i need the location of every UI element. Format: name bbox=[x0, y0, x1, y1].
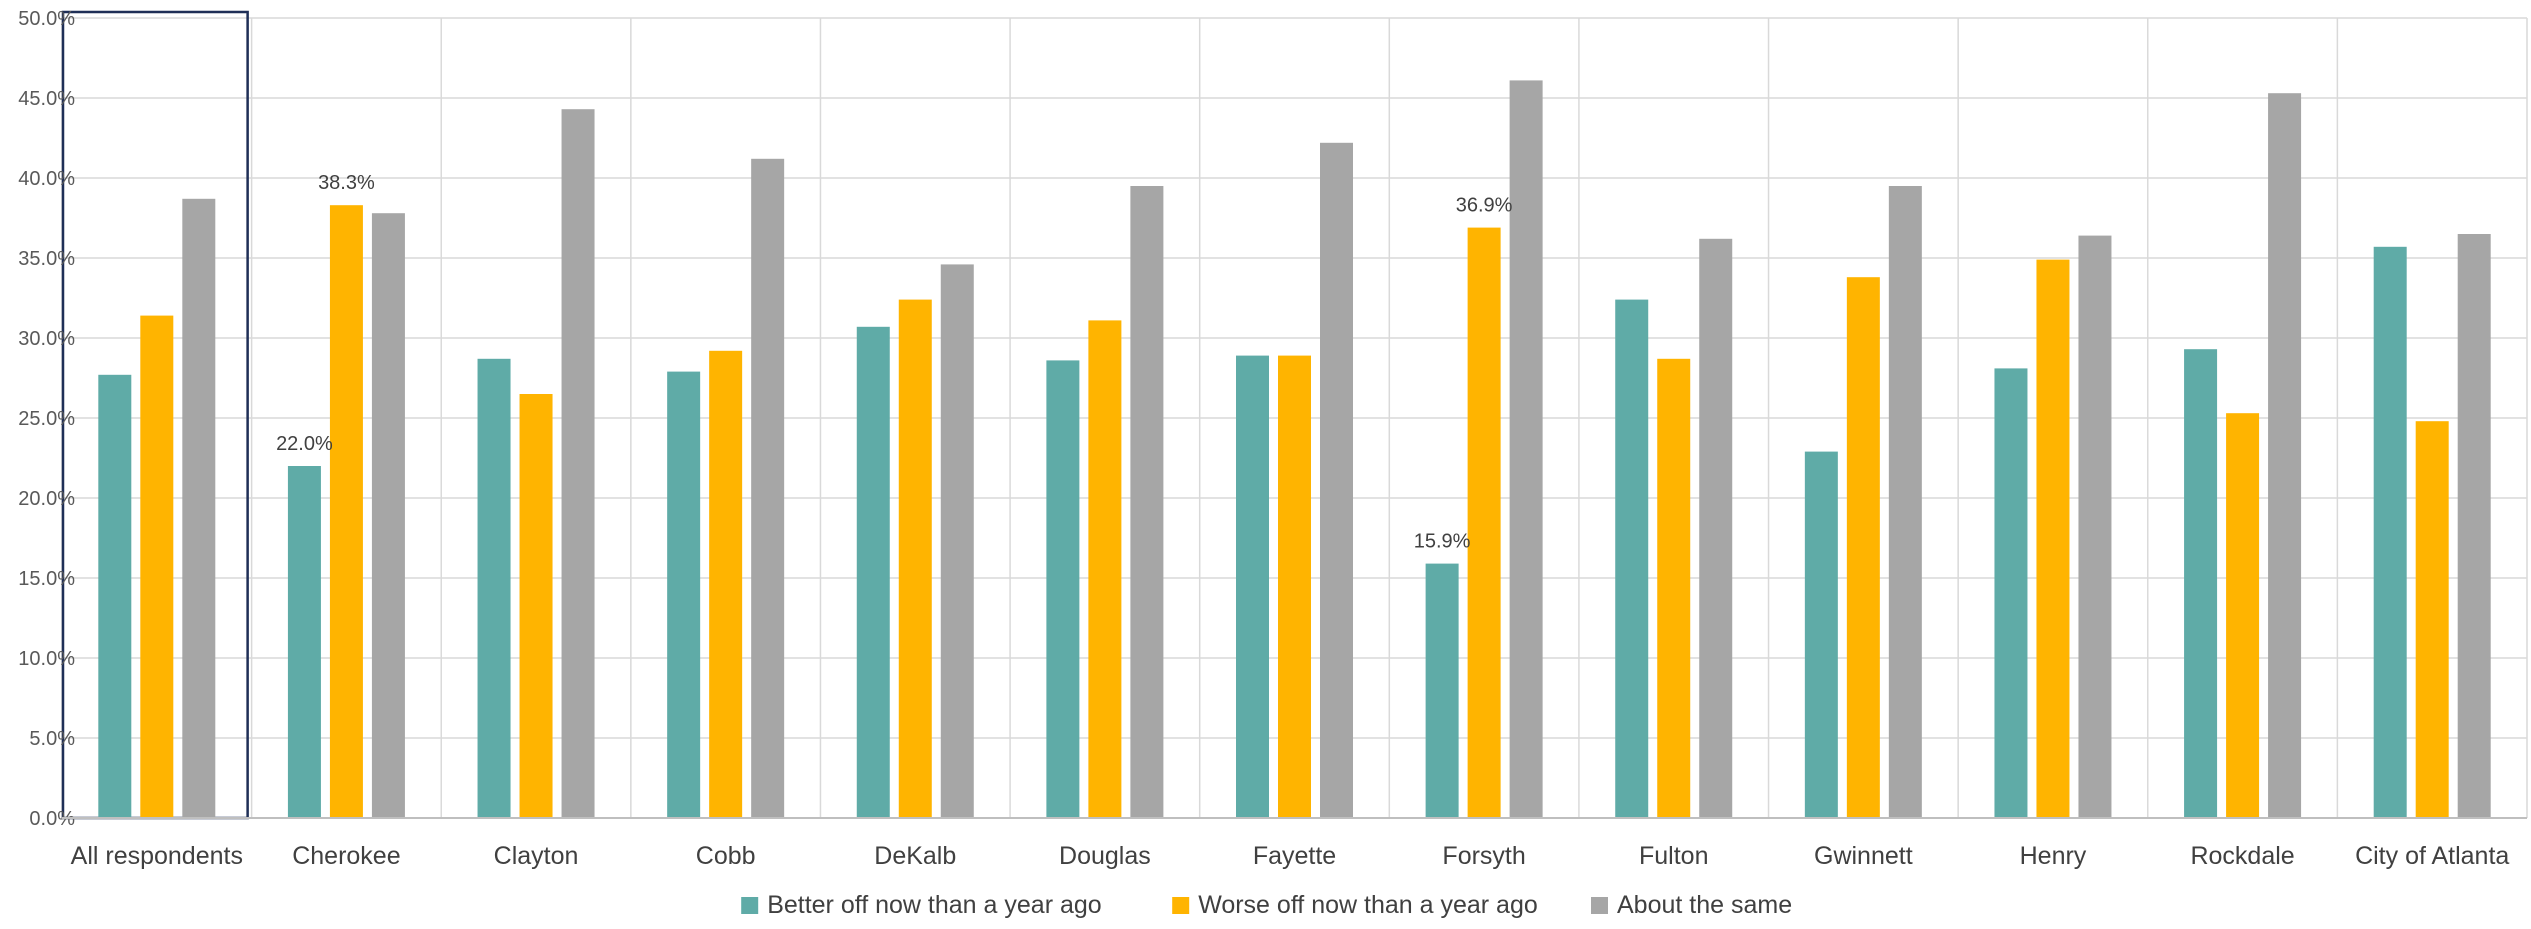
bar-clayton-better-off-now-than-a-year-ago bbox=[477, 358, 511, 818]
x-tick-label-fulton: Fulton bbox=[1639, 842, 1708, 870]
y-tick-label: 50.0% bbox=[18, 8, 75, 30]
x-tick-label-fayette: Fayette bbox=[1253, 842, 1336, 870]
bar-gwinnett-better-off-now-than-a-year-ago bbox=[1804, 451, 1838, 818]
bar-city-of-atlanta-worse-off-now-than-a-year-ago bbox=[2415, 421, 2449, 818]
legend-label-worse-off-now-than-a-year-ago: Worse off now than a year ago bbox=[1198, 891, 1538, 919]
bar-dekalb-worse-off-now-than-a-year-ago bbox=[898, 299, 932, 819]
x-tick-label-cherokee: Cherokee bbox=[292, 842, 400, 870]
x-tick-label-henry: Henry bbox=[2020, 842, 2087, 870]
bar-cobb-worse-off-now-than-a-year-ago bbox=[709, 350, 743, 818]
bar-forsyth-worse-off-now-than-a-year-ago bbox=[1467, 227, 1501, 819]
y-tick-label: 5.0% bbox=[29, 728, 75, 750]
y-tick-label: 40.0% bbox=[18, 168, 75, 190]
bar-all-respondents-better-off-now-than-a-year-ago bbox=[98, 374, 132, 818]
bar-cherokee-about-the-same bbox=[371, 213, 405, 818]
axes: 0.0% 5.0% 10.0% 15.0% 20.0% 25.0% 30.0% 35.0% 40… bbox=[18, 8, 2527, 870]
bar-all-respondents-about-the-same bbox=[182, 198, 216, 819]
y-tick-label: 15.0% bbox=[18, 568, 75, 590]
bar-city-of-atlanta-about-the-same bbox=[2457, 234, 2491, 818]
y-tick-label: 10.0% bbox=[18, 648, 75, 670]
bar-douglas-worse-off-now-than-a-year-ago bbox=[1088, 320, 1122, 818]
bar-fayette-worse-off-now-than-a-year-ago bbox=[1278, 355, 1311, 818]
bar-forsyth-better-off-now-than-a-year-ago bbox=[1425, 563, 1459, 818]
legend-swatch-better-off-now-than-a-year-ago bbox=[741, 897, 759, 914]
y-tick-label: 30.0% bbox=[18, 328, 75, 350]
bar-forsyth-about-the-same bbox=[1509, 80, 1543, 818]
x-tick-label-clayton: Clayton bbox=[494, 842, 579, 870]
x-tick-label-dekalb: DeKalb bbox=[874, 842, 956, 870]
bar-all-respondents-worse-off-now-than-a-year-ago bbox=[140, 315, 174, 818]
bar-cherokee-better-off-now-than-a-year-ago bbox=[287, 466, 321, 818]
legend-label-better-off-now-than-a-year-ago: Better off now than a year ago bbox=[767, 891, 1101, 919]
y-tick-label: 20.0% bbox=[18, 488, 75, 510]
bar-henry-worse-off-now-than-a-year-ago bbox=[2036, 259, 2070, 819]
legend-label-about-the-same: About the same bbox=[1617, 891, 1792, 919]
bar-henry-about-the-same bbox=[2078, 235, 2112, 819]
bar-gwinnett-about-the-same bbox=[1888, 186, 1922, 818]
bar-cherokee-worse-off-now-than-a-year-ago bbox=[329, 205, 363, 818]
bar-douglas-about-the-same bbox=[1130, 186, 1164, 818]
bar-fulton-better-off-now-than-a-year-ago bbox=[1615, 299, 1649, 819]
data-labels: 22.0% 38.3% 15.9% 36.9% bbox=[276, 172, 1513, 552]
x-tick-label-douglas: Douglas bbox=[1059, 842, 1151, 870]
x-tick-label-gwinnett: Gwinnett bbox=[1814, 842, 1913, 870]
bar-cobb-better-off-now-than-a-year-ago bbox=[667, 371, 701, 818]
bar-rockdale-about-the-same bbox=[2268, 93, 2302, 818]
bar-dekalb-about-the-same bbox=[940, 264, 974, 818]
legend: Better off now than a year ago Worse off … bbox=[741, 891, 1792, 919]
bars bbox=[98, 80, 2491, 819]
y-tick-label: 0.0% bbox=[29, 808, 75, 830]
bar-fayette-better-off-now-than-a-year-ago bbox=[1236, 355, 1269, 818]
bar-clayton-worse-off-now-than-a-year-ago bbox=[519, 394, 553, 818]
y-tick-label: 35.0% bbox=[18, 248, 75, 270]
x-tick-label-cobb: Cobb bbox=[696, 842, 756, 870]
x-tick-label-rockdale: Rockdale bbox=[2190, 842, 2294, 870]
y-tick-label: 25.0% bbox=[18, 408, 75, 430]
data-label: 38.3% bbox=[318, 172, 375, 194]
bar-rockdale-worse-off-now-than-a-year-ago bbox=[2226, 413, 2260, 818]
x-tick-label-all-respondents: All respondents bbox=[71, 842, 243, 870]
legend-swatch-worse-off-now-than-a-year-ago bbox=[1172, 897, 1190, 914]
bar-gwinnett-worse-off-now-than-a-year-ago bbox=[1846, 277, 1880, 818]
legend-swatch-about-the-same bbox=[1591, 897, 1608, 914]
bar-city-of-atlanta-better-off-now-than-a-year-ago bbox=[2373, 246, 2407, 819]
bar-fayette-about-the-same bbox=[1320, 142, 1353, 819]
bar-fulton-about-the-same bbox=[1699, 238, 1733, 819]
bar-henry-better-off-now-than-a-year-ago bbox=[1994, 368, 2028, 818]
data-label: 15.9% bbox=[1414, 531, 1471, 553]
y-tick-label: 45.0% bbox=[18, 88, 75, 110]
bar-dekalb-better-off-now-than-a-year-ago bbox=[856, 326, 890, 818]
data-label: 22.0% bbox=[276, 433, 333, 455]
x-tick-label-city-of-atlanta: City of Atlanta bbox=[2355, 842, 2509, 870]
bar-rockdale-better-off-now-than-a-year-ago bbox=[2184, 349, 2218, 818]
bar-clayton-about-the-same bbox=[561, 109, 595, 818]
data-label: 36.9% bbox=[1456, 195, 1513, 217]
bar-cobb-about-the-same bbox=[751, 158, 785, 819]
x-tick-label-forsyth: Forsyth bbox=[1442, 842, 1525, 870]
bar-douglas-better-off-now-than-a-year-ago bbox=[1046, 360, 1080, 818]
bar-fulton-worse-off-now-than-a-year-ago bbox=[1657, 358, 1691, 818]
